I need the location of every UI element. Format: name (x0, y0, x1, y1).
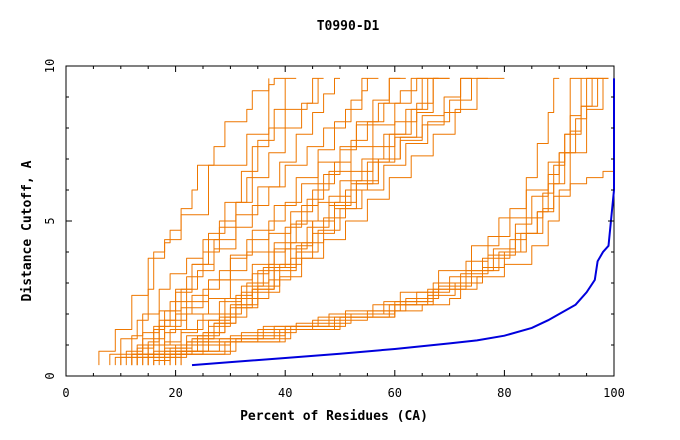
series-line-26 (169, 77, 603, 366)
x-axis-ticks: 0 20 40 60 80 100 (62, 66, 625, 400)
series-layer (98, 77, 614, 366)
series-line-24 (153, 77, 582, 366)
series-line-3 (114, 78, 319, 366)
y-axis-ticks: 0 5 10 (43, 59, 614, 380)
series-line-27 (175, 77, 560, 366)
series-line-4 (120, 78, 368, 366)
series-line-7 (136, 77, 439, 366)
x-axis-label: Percent of Residues (CA) (240, 409, 428, 424)
y-tick-label: 10 (43, 59, 57, 73)
highlight-series-line (191, 78, 615, 367)
series-line-10 (147, 77, 488, 366)
y-tick-label: 5 (43, 217, 57, 224)
x-tick-label: 80 (497, 386, 511, 400)
series-line-25 (164, 170, 614, 366)
x-tick-label: 100 (603, 386, 625, 400)
series-line-2 (109, 78, 270, 366)
series-line-17 (120, 77, 379, 366)
series-line-14 (169, 77, 439, 366)
series-line-19 (136, 77, 324, 366)
series-line-13 (164, 77, 450, 366)
x-tick-label: 20 (168, 386, 182, 400)
series-line-9 (147, 77, 472, 366)
highlight-layer (191, 78, 615, 367)
x-tick-label: 60 (388, 386, 402, 400)
series-line-1 (98, 77, 286, 366)
x-tick-label: 0 (62, 386, 69, 400)
x-tick-label: 40 (278, 386, 292, 400)
y-tick-label: 0 (43, 372, 57, 379)
series-line-16 (180, 77, 401, 366)
chart-title: T0990-D1 (317, 19, 380, 34)
y-axis-label: Distance Cutoff, A (20, 160, 35, 301)
series-line-12 (158, 77, 472, 366)
series-line-20 (142, 77, 297, 366)
series-line-28 (180, 77, 609, 366)
series-line-15 (175, 77, 428, 366)
